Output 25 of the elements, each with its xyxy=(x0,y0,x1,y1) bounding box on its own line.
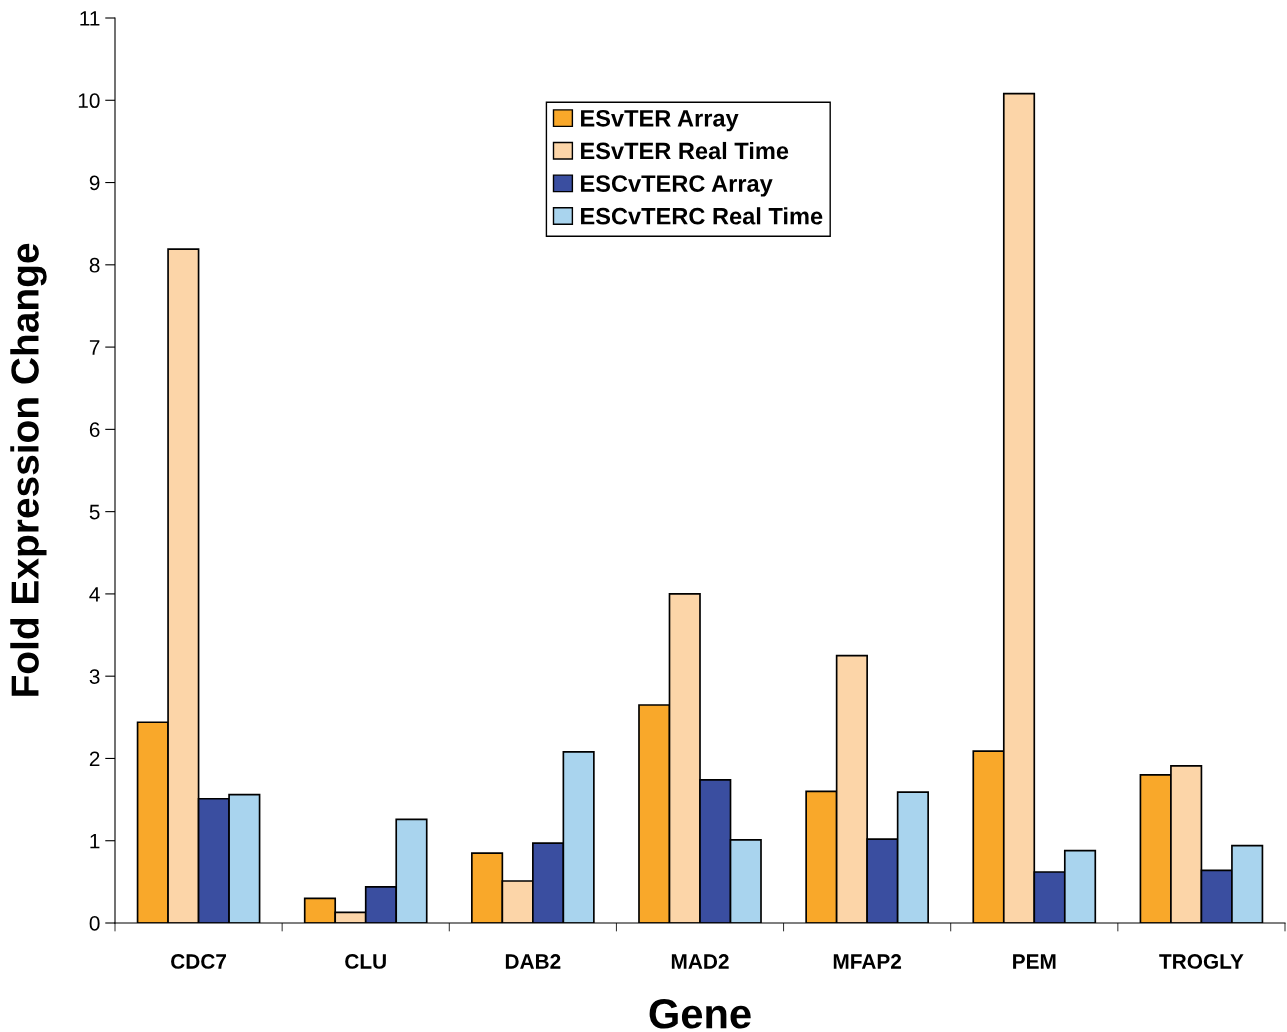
legend-label: ESCvTERC Array xyxy=(581,175,773,197)
x-tick-label: CLU xyxy=(345,954,386,969)
legend-label: ESCvTERC Real Time xyxy=(581,207,823,225)
x-tick-label: TROGLY xyxy=(1159,954,1244,969)
x-axis-title: Gene xyxy=(649,999,751,1029)
y-tick-label: 0 xyxy=(89,916,100,931)
y-tick-label: 2 xyxy=(89,751,100,766)
x-tick-label: MAD2 xyxy=(671,954,729,969)
y-axis-title: Fold Expression Change xyxy=(10,243,47,696)
y-tick-label: 6 xyxy=(89,422,100,438)
y-tick-label: 1 xyxy=(90,833,100,849)
y-tick-label: 7 xyxy=(89,340,100,355)
y-tick-label: 4 xyxy=(89,587,100,602)
y-tick-label: 11 xyxy=(80,11,100,26)
y-tick-label: 9 xyxy=(89,175,100,191)
y-tick-label: 5 xyxy=(89,504,100,520)
x-tick-label: DAB2 xyxy=(505,954,561,969)
legend-label: ESvTER Real Time xyxy=(581,141,789,160)
y-tick-label: 10 xyxy=(78,93,100,109)
x-tick-label: CDC7 xyxy=(171,954,227,969)
x-tick-label: PEM xyxy=(1013,954,1056,969)
y-tick-label: 8 xyxy=(89,257,100,273)
x-tick-label: MFAP2 xyxy=(833,954,902,969)
y-tick-label: 3 xyxy=(89,669,100,684)
legend-label: ESvTER Array xyxy=(581,109,739,132)
